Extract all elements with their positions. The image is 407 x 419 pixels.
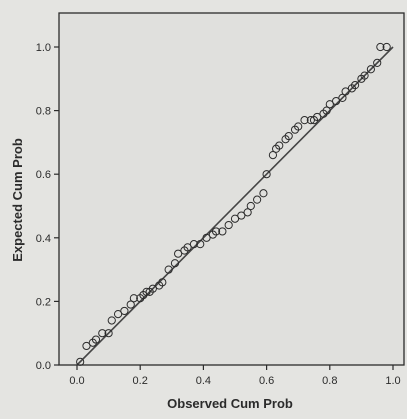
data-point [306, 116, 315, 125]
y-tick-label: 0.6 [36, 169, 51, 181]
data-point [107, 316, 116, 325]
data-point [196, 240, 205, 249]
y-tick-label: 0.8 [36, 106, 51, 118]
data-point [284, 131, 293, 141]
x-tick-label: 0.2 [133, 375, 148, 387]
data-point [325, 100, 334, 109]
x-axis: 0.0 0.2 0.4 0.6 0.8 1.0 [69, 365, 401, 387]
data-point [275, 141, 284, 150]
data-point [294, 122, 303, 131]
x-tick-label: 1.0 [385, 375, 400, 387]
data-point [366, 65, 375, 74]
data-point [259, 189, 268, 198]
data-point [382, 42, 391, 52]
data-point [170, 259, 180, 268]
data-point [224, 220, 233, 230]
y-tick-label: 0.2 [36, 296, 51, 308]
data-point [268, 151, 278, 160]
data-point [350, 81, 360, 90]
plot-area [58, 12, 405, 366]
y-tick-label: 1.0 [36, 42, 51, 54]
data-point [360, 71, 369, 80]
data-point [82, 341, 91, 351]
data-point [91, 335, 101, 344]
data-point [332, 96, 341, 106]
y-tick-label: 0.4 [36, 233, 51, 245]
x-tick-label: 0.6 [259, 375, 274, 387]
data-point [76, 357, 85, 366]
data-point [246, 201, 255, 211]
data-point [174, 249, 183, 258]
y-axis-title: Expected Cum Prob [10, 138, 25, 262]
data-point [148, 284, 157, 293]
data-point [164, 265, 173, 274]
data-point [113, 310, 123, 319]
y-tick-label: 0.0 [36, 360, 51, 372]
y-axis: 0.0 0.2 0.4 0.6 0.8 1.0 [36, 42, 59, 372]
data-point [158, 278, 167, 287]
data-points-layer [76, 42, 391, 366]
data-point [126, 300, 135, 309]
data-point [237, 211, 246, 220]
data-point [376, 42, 385, 52]
data-point [98, 329, 107, 338]
data-point [230, 214, 240, 223]
data-point [142, 287, 151, 296]
data-point [253, 195, 262, 204]
data-point [243, 208, 252, 217]
data-point [104, 329, 113, 338]
data-point [373, 58, 382, 68]
reference-line-layer [76, 46, 394, 366]
data-point [300, 116, 309, 125]
data-point [189, 240, 199, 249]
data-point [183, 243, 192, 252]
x-axis-title: Observed Cum Prob [167, 396, 293, 411]
data-point [262, 170, 271, 179]
data-point [313, 112, 322, 122]
data-point [218, 227, 227, 236]
reference-line [76, 46, 394, 366]
data-point [202, 233, 211, 242]
x-tick-label: 0.0 [69, 375, 84, 387]
data-point [338, 93, 347, 102]
data-point [322, 106, 331, 115]
data-point [211, 227, 221, 236]
x-tick-label: 0.4 [196, 375, 211, 387]
data-point [341, 87, 350, 96]
data-point [129, 294, 138, 303]
data-point [120, 306, 129, 316]
x-tick-label: 0.8 [322, 375, 337, 387]
